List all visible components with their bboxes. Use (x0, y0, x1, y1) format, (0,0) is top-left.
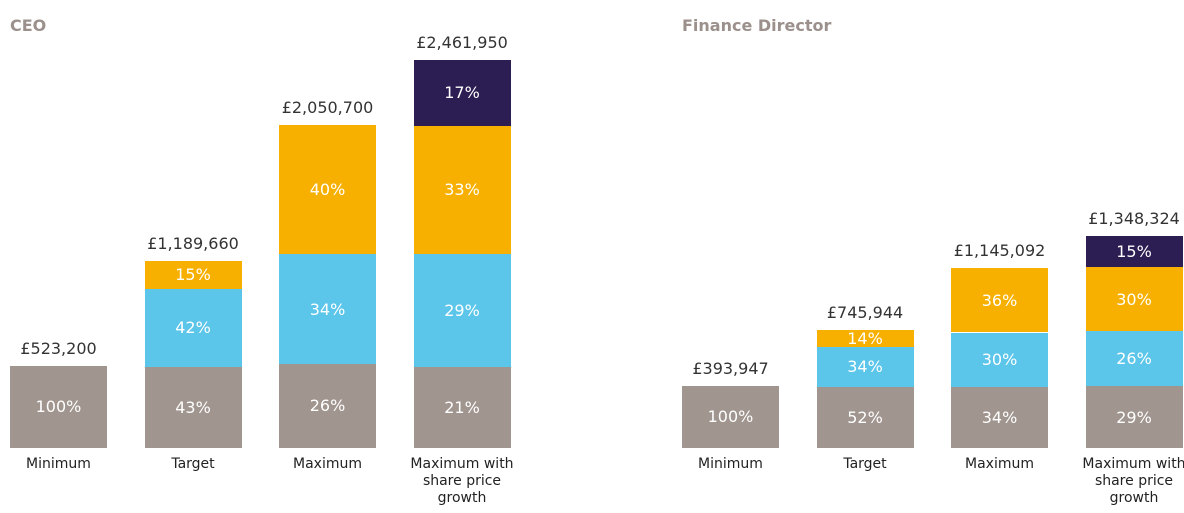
segment-label: 14% (847, 329, 883, 349)
bar-segment: 29% (1085, 386, 1183, 448)
bar-segment: 15% (144, 260, 242, 289)
bar-segment: 29% (413, 254, 511, 367)
bar-segment: 26% (279, 363, 376, 448)
segment-label: 52% (847, 407, 883, 427)
segment-label: 100% (35, 397, 82, 417)
total-label: £2,461,950 (416, 33, 508, 52)
bar-segment: 100% (10, 365, 107, 448)
segment-label: 33% (444, 180, 480, 200)
bar-segment: 17% (413, 60, 511, 126)
total-label: £523,200 (20, 338, 97, 358)
bar-segment: 34% (951, 386, 1048, 448)
segment-label: 100% (707, 407, 754, 427)
segment-label: 34% (309, 299, 346, 319)
segment-label: 15% (175, 265, 211, 285)
total-label: £745,944 (826, 303, 904, 323)
segment-label: 34% (847, 357, 883, 377)
segment-label: 43% (175, 398, 211, 418)
bar-segment: 34% (816, 346, 914, 387)
segment-label: 21% (444, 397, 480, 417)
bar-segment: 26% (1085, 331, 1183, 387)
x-tick-label: Maximum (293, 456, 362, 472)
bar-segment: 36% (951, 267, 1048, 333)
x-tick-label: Maximum with share price growth (410, 456, 514, 506)
segment-label: 42% (175, 318, 211, 338)
x-tick-label: Target (843, 456, 887, 472)
segment-label: 29% (444, 300, 480, 320)
total-label: £1,145,092 (953, 240, 1046, 260)
segment-label: 29% (1116, 407, 1152, 427)
bar-segment: 34% (279, 254, 376, 364)
bar-segment: 100% (682, 385, 779, 448)
bar-segment: 14% (816, 329, 914, 349)
bar-segment: 52% (816, 386, 914, 448)
x-tick-label: Maximum (965, 456, 1034, 472)
x-tick-label: Minimum (26, 456, 91, 472)
bar-segment: 43% (144, 367, 242, 448)
segment-label: 17% (444, 83, 480, 103)
bar-segment: 30% (1085, 267, 1183, 332)
x-tick-label: Minimum (698, 456, 763, 472)
x-tick-label: Target (171, 456, 215, 472)
bar-segment: 33% (413, 125, 511, 254)
total-label: £393,947 (692, 358, 769, 378)
segment-label: 36% (981, 290, 1018, 310)
bar-segment: 30% (951, 332, 1048, 387)
bar-segment: 42% (144, 288, 242, 368)
bar-segment: 21% (413, 366, 511, 448)
segment-label: 40% (309, 179, 346, 199)
chart-title: Finance Director (682, 16, 832, 35)
chart-title: CEO (10, 16, 47, 35)
segment-label: 30% (1116, 289, 1152, 309)
total-label: £2,050,700 (281, 97, 374, 117)
bar-segment: 40% (279, 124, 376, 255)
bar-segment: 15% (1085, 235, 1183, 268)
segment-label: 15% (1116, 241, 1152, 261)
total-label: £1,189,660 (147, 233, 239, 253)
segment-label: 26% (1116, 349, 1152, 369)
segment-label: 26% (309, 396, 346, 416)
segment-label: 34% (981, 407, 1018, 427)
total-label: £1,348,324 (1088, 208, 1180, 228)
segment-label: 30% (981, 350, 1018, 370)
x-tick-label: Maximum with share price growth (1082, 456, 1184, 506)
